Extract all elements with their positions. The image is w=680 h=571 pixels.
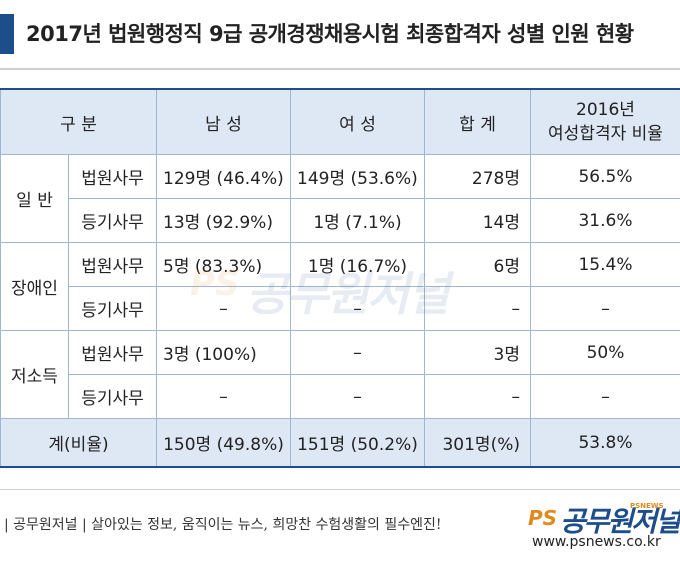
footer-slogan: | 공무원저널 | 살아있는 정보, 움직이는 뉴스, 희망찬 수험생활의 필수… [4, 517, 442, 533]
page-title: 2017년 법원행정직 9급 공개경쟁채용시험 최종합격자 성별 인원 현황 [26, 22, 634, 46]
row-sub-label: 법원사무 [68, 330, 157, 375]
header-male: 남 성 [156, 88, 291, 155]
title-bar: 2017년 법원행정직 9급 공개경쟁채용시험 최종합격자 성별 인원 현황 [0, 0, 680, 68]
total-male: 150명 (49.8%) [156, 418, 291, 468]
logo-name: 공무원저널 [560, 505, 680, 538]
table-row: 장애인 법원사무 5명 (83.3%) 1명 (16.7%) 6명 15.4% [0, 242, 680, 331]
table-header-row: 구 분 남 성 여 성 합 계 2016년 여성합격자 비율 [0, 88, 680, 155]
table-row: 등기사무 13명 (92.9%) 1명 (7.1%) 14명 31.6% [1, 198, 680, 243]
table-row: 저소득 법원사무 3명 (100%) – 3명 50% [0, 330, 680, 419]
cell-total: 3명 [424, 330, 531, 375]
results-table-container: 구 분 남 성 여 성 합 계 2016년 여성합격자 비율 일 반 법원사무 … [0, 88, 680, 468]
cell-male: 13명 (92.9%) [156, 198, 291, 243]
cell-female: 1명 (16.7%) [290, 242, 425, 287]
row-sub-label: 등기사무 [68, 286, 157, 331]
total-female: 151명 (50.2%) [290, 418, 425, 468]
cell-ratio: – [530, 286, 680, 331]
header-total: 합 계 [424, 88, 531, 155]
cell-male: 5명 (83.3%) [156, 242, 291, 287]
footer-logo: PS 공무원저널 PSNEWS [528, 500, 680, 538]
row-sub-label: 등기사무 [68, 374, 157, 419]
total-ratio: 53.8% [530, 418, 680, 468]
title-divider [0, 68, 680, 70]
total-sum: 301명(%) [424, 418, 531, 468]
cell-male: – [156, 374, 291, 419]
header-2016-ratio-line1: 2016년 [576, 100, 635, 120]
cell-male: 129명 (46.4%) [156, 154, 291, 199]
header-category: 구 분 [0, 88, 157, 155]
header-2016-ratio: 2016년 여성합격자 비율 [530, 88, 680, 155]
group-label-disabled: 장애인 [0, 242, 69, 331]
cell-total: – [424, 286, 531, 331]
cell-ratio: 56.5% [530, 154, 680, 199]
title-accent-bar [0, 14, 14, 54]
cell-male: 3명 (100%) [156, 330, 291, 375]
header-2016-ratio-line2: 여성합격자 비율 [548, 124, 663, 144]
cell-female: 1명 (7.1%) [290, 198, 425, 243]
table-row: 일 반 법원사무 129명 (46.4%) 149명 (53.6%) 278명 … [0, 154, 680, 243]
footer-url-link[interactable]: www.psnews.co.kr [532, 534, 661, 550]
footer-divider [0, 489, 680, 490]
logo-ps: PS [528, 506, 558, 530]
cell-total: 14명 [424, 198, 531, 243]
logo-tag: PSNEWS [630, 502, 664, 510]
group-label-low-income: 저소득 [0, 330, 69, 419]
cell-female: – [290, 286, 425, 331]
cell-female: 149명 (53.6%) [290, 154, 425, 199]
cell-total: – [424, 374, 531, 419]
table-row: 등기사무 – – – – [1, 286, 680, 331]
footer: | 공무원저널 | 살아있는 정보, 움직이는 뉴스, 희망찬 수험생활의 필수… [0, 500, 680, 560]
group-label-general: 일 반 [0, 154, 69, 243]
row-sub-label: 법원사무 [68, 242, 157, 287]
cell-ratio: – [530, 374, 680, 419]
total-row: 계(비율) 150명 (49.8%) 151명 (50.2%) 301명(%) … [0, 418, 680, 468]
table-row: 등기사무 – – – – [1, 374, 680, 419]
cell-male: – [156, 286, 291, 331]
cell-ratio: 31.6% [530, 198, 680, 243]
cell-ratio: 50% [530, 330, 680, 375]
row-sub-label: 등기사무 [68, 198, 157, 243]
total-label: 계(비율) [0, 418, 157, 468]
cell-total: 278명 [424, 154, 531, 199]
cell-female: – [290, 330, 425, 375]
header-female: 여 성 [290, 88, 425, 155]
row-sub-label: 법원사무 [68, 154, 157, 199]
cell-total: 6명 [424, 242, 531, 287]
cell-female: – [290, 374, 425, 419]
results-table: 구 분 남 성 여 성 합 계 2016년 여성합격자 비율 일 반 법원사무 … [0, 88, 680, 468]
cell-ratio: 15.4% [530, 242, 680, 287]
